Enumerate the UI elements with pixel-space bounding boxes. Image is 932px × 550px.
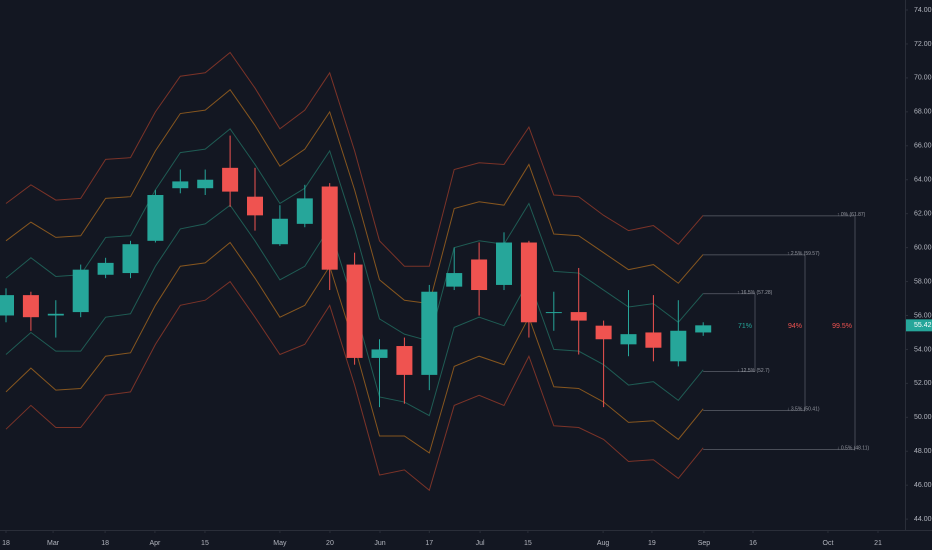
x-tick-label: 18: [101, 540, 109, 547]
candle-body: [122, 244, 139, 274]
candle-body: [296, 198, 313, 224]
band-line: [5, 89, 704, 305]
x-tick-label: May: [273, 540, 287, 547]
x-tick-label: Oct: [823, 540, 834, 547]
x-tick-label: Mar: [47, 540, 60, 547]
x-tick-label: 20: [326, 540, 334, 547]
candle-body: [595, 325, 612, 340]
candle-body: [247, 196, 264, 216]
y-tick-label: 70.00: [914, 75, 932, 82]
candle-body: [620, 334, 637, 345]
candle-body: [172, 181, 189, 189]
level-label: ↑ 16.5% (57.28): [737, 290, 773, 296]
candle-body: [47, 313, 64, 316]
y-tick-label: 66.00: [914, 143, 932, 150]
x-tick-label: Jun: [374, 540, 385, 547]
candle-body: [97, 262, 114, 275]
candle-body: [645, 332, 662, 348]
probability-label: 94%: [788, 323, 802, 330]
y-tick-label: 52.00: [914, 380, 932, 387]
y-tick-label: 54.00: [914, 346, 932, 353]
candle-body: [421, 291, 438, 375]
level-label: ↑ 2.5% (59.57): [787, 251, 820, 257]
candle-body: [496, 242, 513, 285]
candle-body: [271, 218, 288, 245]
x-tick-label: 17: [425, 540, 433, 547]
y-tick-label: 62.00: [914, 211, 932, 218]
x-tick-label: 18: [2, 540, 10, 547]
y-tick-label: 74.00: [914, 7, 932, 14]
y-tick-label: 50.00: [914, 414, 932, 421]
x-tick-label: 19: [648, 540, 656, 547]
band-line: [5, 128, 704, 342]
candle-body: [0, 295, 15, 316]
x-tick-label: Apr: [149, 540, 161, 547]
level-label: ↑ 0% (61.87): [837, 212, 866, 218]
last-price-label: 55.42: [914, 322, 932, 329]
candle-body: [22, 295, 39, 318]
x-tick-label: 15: [201, 540, 209, 547]
candle-body: [72, 269, 89, 313]
candle-body: [197, 179, 214, 189]
y-tick-label: 72.00: [914, 41, 932, 48]
last-price-box: [906, 319, 932, 332]
candle-body: [371, 349, 388, 358]
candle-body: [222, 167, 239, 192]
x-tick-label: 15: [524, 540, 532, 547]
y-tick-label: 44.00: [914, 516, 932, 523]
candle-body: [670, 330, 687, 362]
y-tick-label: 58.00: [914, 278, 932, 285]
candle-body: [520, 242, 537, 323]
x-tick-label: 21: [874, 540, 882, 547]
candle-body: [545, 312, 562, 314]
candle-body: [471, 259, 488, 291]
candle-body: [147, 194, 164, 241]
y-tick-label: 48.00: [914, 448, 932, 455]
candle-body: [396, 346, 413, 375]
level-label: ↓ 0.5% (48.11): [837, 446, 869, 452]
level-label: ↓ 3.5% (50.41): [787, 407, 820, 413]
x-tick-label: 16: [749, 540, 757, 547]
candle-body: [346, 264, 363, 358]
probability-label: 99.5%: [832, 323, 852, 330]
x-tick-label: Sep: [698, 540, 711, 547]
x-tick-label: Jul: [476, 540, 485, 547]
probability-label: 71%: [738, 323, 752, 330]
y-tick-label: 46.00: [914, 482, 932, 489]
y-tick-label: 68.00: [914, 109, 932, 116]
x-tick-label: Aug: [597, 540, 610, 547]
candle-body: [446, 273, 463, 287]
candle-body: [695, 325, 712, 333]
y-tick-label: 64.00: [914, 177, 932, 184]
band-line: [5, 51, 704, 267]
candle-body: [321, 186, 338, 270]
candle-body: [570, 312, 587, 321]
y-tick-label: 60.00: [914, 244, 932, 251]
y-tick-label: 56.00: [914, 312, 932, 319]
band-line: [5, 280, 704, 492]
level-label: ↓ 12.5% (52.7): [737, 368, 770, 374]
